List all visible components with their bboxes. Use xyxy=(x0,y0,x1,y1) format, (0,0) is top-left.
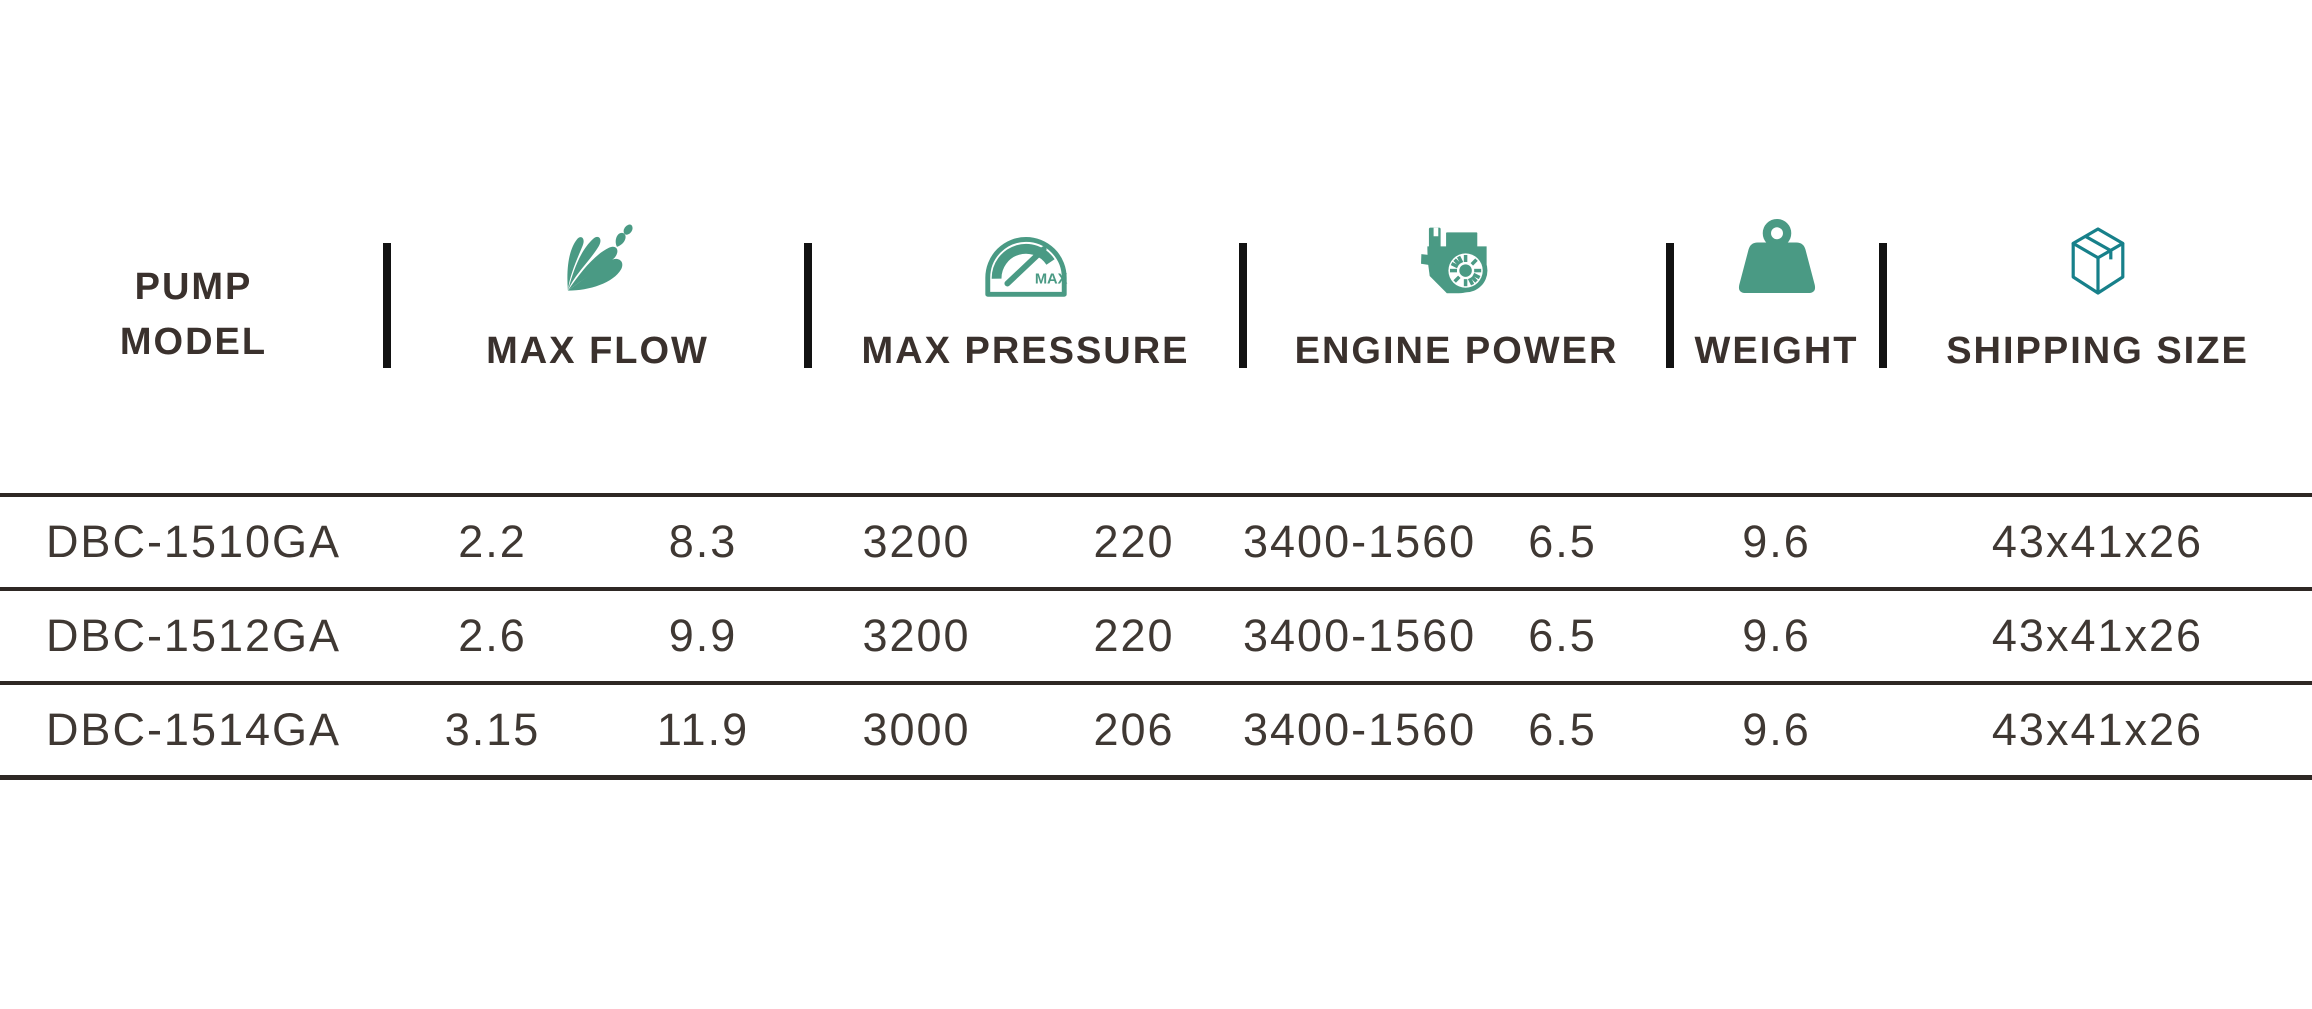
box-icon xyxy=(2057,221,2139,306)
cell-bar: 220 xyxy=(1093,610,1175,661)
unit-kg: kg xyxy=(1748,411,1805,460)
gauge-max-text: MAX xyxy=(1034,272,1067,288)
cell-lpm: 11.9 xyxy=(656,704,750,755)
unit-rpm: rpm xyxy=(1304,411,1394,460)
header-divider xyxy=(1879,243,1887,368)
cell-model: DBC-1512GA xyxy=(45,610,342,661)
cell-psi: 3000 xyxy=(862,704,971,755)
table-row: DBC-1514GA 3.15 11.9 3000 206 3400-1560 … xyxy=(0,681,2312,775)
max-pressure-label: MAX PRESSURE xyxy=(861,330,1190,372)
header-pump-model: PUMP MODEL xyxy=(0,0,387,392)
header-max-pressure: MAX MAX PRESSURE xyxy=(808,0,1243,392)
cell-lpm: 9.9 xyxy=(668,610,738,661)
cell-cm: 43x41x26 xyxy=(1991,610,2204,661)
engine-power-label: ENGINE POWER xyxy=(1294,330,1619,372)
cell-kg: 9.6 xyxy=(1742,516,1811,567)
cell-rpm: 3400-1560 xyxy=(1243,704,1477,755)
cell-bar: 220 xyxy=(1093,516,1175,567)
gauge-icon: MAX xyxy=(977,221,1075,306)
unit-psi: psi xyxy=(881,411,952,460)
cell-model: DBC-1514GA xyxy=(45,704,342,755)
shipping-size-label: SHIPPING SIZE xyxy=(1946,330,2249,372)
header-divider xyxy=(1239,243,1247,368)
unit-gpm: gpm xyxy=(443,411,542,460)
table-row: DBC-1512GA 2.6 9.9 3200 220 3400-1560 6.… xyxy=(0,587,2312,681)
pump-model-label: PUMP MODEL xyxy=(120,260,267,370)
weight-label: WEIGHT xyxy=(1694,330,1859,372)
cell-cm: 43x41x26 xyxy=(1991,704,2204,755)
weight-icon xyxy=(1731,217,1823,306)
cell-kg: 9.6 xyxy=(1742,610,1811,661)
header-divider xyxy=(1666,243,1674,368)
cell-gpm: 2.6 xyxy=(458,610,527,661)
cell-lpm: 8.3 xyxy=(668,516,738,567)
table-row: DBC-1510GA 2.2 8.3 3200 220 3400-1560 6.… xyxy=(0,493,2312,587)
header-max-flow: MAX FLOW xyxy=(387,0,808,392)
cell-psi: 3200 xyxy=(862,610,971,661)
cell-model: DBC-1510GA xyxy=(45,516,342,567)
table-body: DBC-1510GA 2.2 8.3 3200 220 3400-1560 6.… xyxy=(0,493,2312,780)
unit-lpm: lpm xyxy=(660,411,746,460)
cell-bar: 206 xyxy=(1093,704,1175,755)
units-band: gpm lpm psi bar rpm hp kg cm xyxy=(0,392,2312,480)
cell-hp: 6.5 xyxy=(1528,516,1597,567)
cell-rpm: 3400-1560 xyxy=(1243,610,1477,661)
pump-model-line2: MODEL xyxy=(119,320,268,363)
pump-model-line1: PUMP xyxy=(134,265,253,308)
splash-icon xyxy=(552,215,644,306)
cell-gpm: 2.2 xyxy=(458,516,527,567)
cell-gpm: 3.15 xyxy=(444,704,541,755)
cell-rpm: 3400-1560 xyxy=(1243,516,1477,567)
max-flow-label: MAX FLOW xyxy=(486,330,709,372)
header-engine-power: ENGINE POWER xyxy=(1243,0,1670,392)
unit-bar: bar xyxy=(1096,411,1172,460)
engine-icon xyxy=(1415,223,1499,306)
cell-cm: 43x41x26 xyxy=(1991,516,2204,567)
cell-kg: 9.6 xyxy=(1742,704,1811,755)
header-shipping-size: SHIPPING SIZE xyxy=(1883,0,2312,392)
unit-hp: hp xyxy=(1533,411,1592,460)
table-header: PUMP MODEL MAX FLOW xyxy=(0,0,2312,392)
cell-psi: 3200 xyxy=(862,516,971,567)
header-divider xyxy=(804,243,812,368)
cell-hp: 6.5 xyxy=(1528,610,1597,661)
header-divider xyxy=(383,243,391,368)
header-weight: WEIGHT xyxy=(1670,0,1883,392)
unit-cm: cm xyxy=(2063,411,2132,460)
cell-hp: 6.5 xyxy=(1528,704,1597,755)
